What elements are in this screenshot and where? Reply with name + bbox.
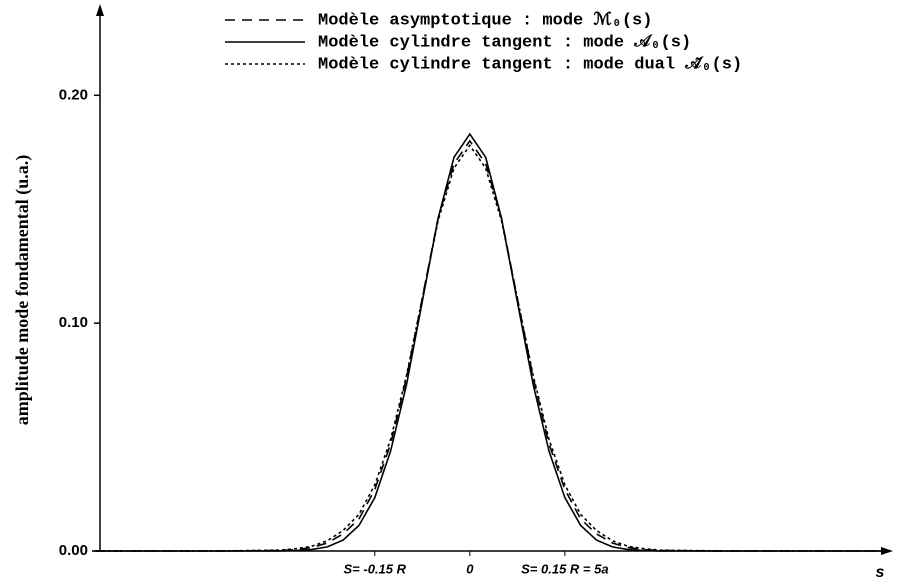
legend-label: Modèle cylindre tangent : mode dual 𝒜̃₀(…: [318, 55, 742, 74]
x-tick-label: S= 0.15 R = 5a: [521, 561, 608, 576]
series-line: [96, 139, 888, 552]
series-line: [96, 132, 888, 552]
y-tick-label: 0.00: [59, 542, 88, 559]
y-tick-label: 0.10: [59, 314, 88, 331]
x-axis-label: s: [876, 564, 885, 581]
y-arrow: [96, 4, 104, 16]
x-tick-label: S= -0.15 R: [344, 561, 407, 576]
legend-label: Modèle cylindre tangent : mode 𝒜₀(s): [318, 33, 691, 52]
y-tick-label: 0.20: [59, 86, 88, 103]
legend-label: Modèle asymptotique : mode ℳ₀(s): [318, 10, 652, 30]
series-line: [96, 143, 888, 552]
x-tick-label: 0: [466, 561, 474, 576]
y-axis-label: amplitude mode fondamental (u.a.): [12, 155, 33, 426]
